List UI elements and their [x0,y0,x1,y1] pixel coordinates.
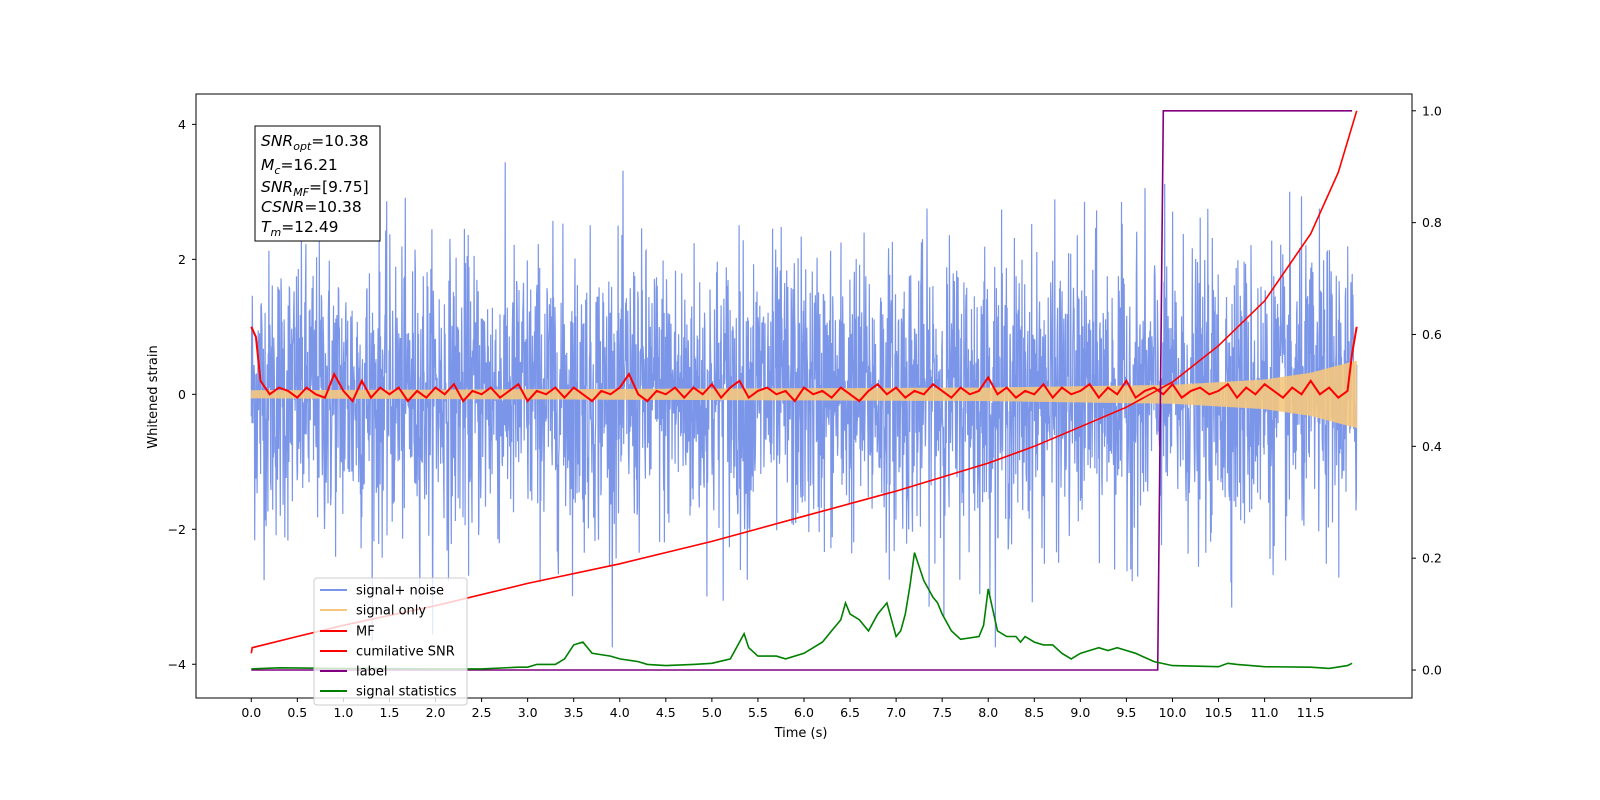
svg-text:cumilative SNR: cumilative SNR [356,645,455,660]
x-axis-label: Time (s) [774,726,828,741]
y2-tick-label: 1.0 [1422,103,1442,118]
x-tick-label: 7.5 [932,705,952,720]
y2-tick-label: 0.2 [1422,551,1442,566]
legend-item-mf: MF [320,625,375,640]
x-tick-label: 8.0 [978,705,998,720]
series-mf [250,326,1358,403]
x-tick-label: 0.5 [287,705,307,720]
x-tick-label: 6.5 [840,705,860,720]
x-tick-label: 11.5 [1297,705,1325,720]
legend: signal+ noise signal only MF cumilative … [313,577,468,706]
x-tick-label: 11.0 [1251,705,1279,720]
y-tick-label: −2 [168,522,186,537]
series-signal-noise [250,162,1358,648]
y2-tick-label: 0.4 [1422,439,1442,454]
y-tick-label: 2 [178,252,186,267]
y2-tick-label: 0.6 [1422,327,1442,342]
annotation-snr-mf: SNRMF=[9.75] [261,178,369,199]
annotation-csnr: CSNR=10.38 [261,198,362,216]
annotation-snr-opt: SNRopt=10.38 [261,132,369,153]
legend-item-cumulative-snr: cumilative SNR [320,645,455,660]
y-tick-label: 4 [178,117,186,132]
y2-tick-label: 0.0 [1422,663,1442,678]
x-tick-label: 0.0 [241,705,261,720]
svg-text:MF: MF [356,625,375,640]
y-tick-label: 0 [178,387,186,402]
x-tick-label: 6.0 [794,705,814,720]
svg-text:signal only: signal only [356,604,426,619]
annotation-box: SNRopt=10.38 Mc=16.21 SNRMF=[9.75] CSNR=… [254,125,381,242]
series-signal-statistics [251,552,1353,670]
legend-item-label: label [320,665,387,680]
x-tick-label: 7.0 [886,705,906,720]
y2-tick-label: 0.8 [1422,215,1442,230]
x-tick-label: 9.5 [1116,705,1136,720]
x-tick-label: 10.5 [1205,705,1233,720]
y-axis-label: Whitened strain [146,345,161,448]
x-tick-label: 2.5 [472,705,492,720]
x-tick-label: 2.0 [426,705,446,720]
x-tick-label: 9.0 [1070,705,1090,720]
x-tick-label: 1.0 [333,705,353,720]
x-tick-label: 3.0 [518,705,538,720]
y-tick-label: −4 [168,657,186,672]
x-axis-ticks: 0.0 0.5 1.0 1.5 2.0 2.5 3.0 3.5 4.0 4.5 5.0 5.5 6.0 6… [241,698,1325,720]
x-tick-label: 3.5 [564,705,584,720]
x-tick-label: 8.5 [1024,705,1044,720]
x-tick-label: 5.0 [702,705,722,720]
series-signal-only [250,360,1358,429]
y-axis-left-ticks: 4 2 0 −2 −4 [168,117,196,672]
x-tick-label: 1.5 [380,705,400,720]
svg-text:signal statistics: signal statistics [356,685,457,700]
y-axis-right-ticks: 1.0 0.8 0.6 0.4 0.2 0.0 [1412,103,1442,678]
annotation-mc: Mc=16.21 [261,156,338,177]
legend-item-signal-noise: signal+ noise [320,584,444,599]
x-tick-label: 4.5 [656,705,676,720]
x-tick-label: 5.5 [748,705,768,720]
legend-item-signal-statistics: signal statistics [320,685,457,700]
x-tick-label: 10.0 [1159,705,1187,720]
series-label [251,110,1353,671]
legend-item-signal-only: signal only [320,604,426,619]
svg-text:signal+ noise: signal+ noise [356,584,444,599]
x-tick-label: 4.0 [610,705,630,720]
annotation-tm: Tm=12.49 [261,218,339,239]
svg-text:label: label [356,665,387,680]
